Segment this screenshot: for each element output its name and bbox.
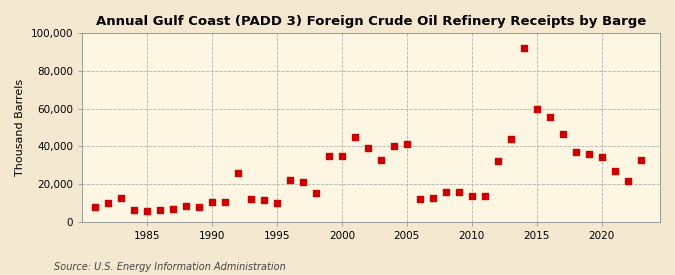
Point [466,194,477,199]
Point [298,180,308,184]
Point [609,169,620,173]
Point [388,144,399,148]
Point [271,201,282,205]
Point [350,135,360,139]
Point [518,46,529,51]
Point [90,204,101,209]
Point [570,150,581,154]
Point [259,198,269,202]
Point [219,200,230,204]
Point [479,194,490,199]
Point [440,189,451,194]
Y-axis label: Thousand Barrels: Thousand Barrels [15,79,25,176]
Point [492,159,503,164]
Text: Source: U.S. Energy Information Administration: Source: U.S. Energy Information Administ… [54,262,286,272]
Point [375,158,386,163]
Point [115,196,126,200]
Point [544,115,555,119]
Point [103,201,113,205]
Point [246,197,256,201]
Point [531,106,542,111]
Point [362,146,373,150]
Point [194,204,205,209]
Point [167,207,178,212]
Point [181,204,192,208]
Point [583,152,594,156]
Point [336,153,347,158]
Point [155,208,165,213]
Point [402,142,412,147]
Point [142,209,153,214]
Point [129,208,140,213]
Point [427,196,438,200]
Point [557,132,568,136]
Point [310,191,321,196]
Point [232,170,243,175]
Title: Annual Gulf Coast (PADD 3) Foreign Crude Oil Refinery Receipts by Barge: Annual Gulf Coast (PADD 3) Foreign Crude… [96,15,646,28]
Point [284,178,295,183]
Point [414,197,425,201]
Point [506,137,516,141]
Point [622,179,633,183]
Point [207,200,217,204]
Point [454,189,464,194]
Point [323,153,334,158]
Point [635,157,646,162]
Point [596,155,607,159]
